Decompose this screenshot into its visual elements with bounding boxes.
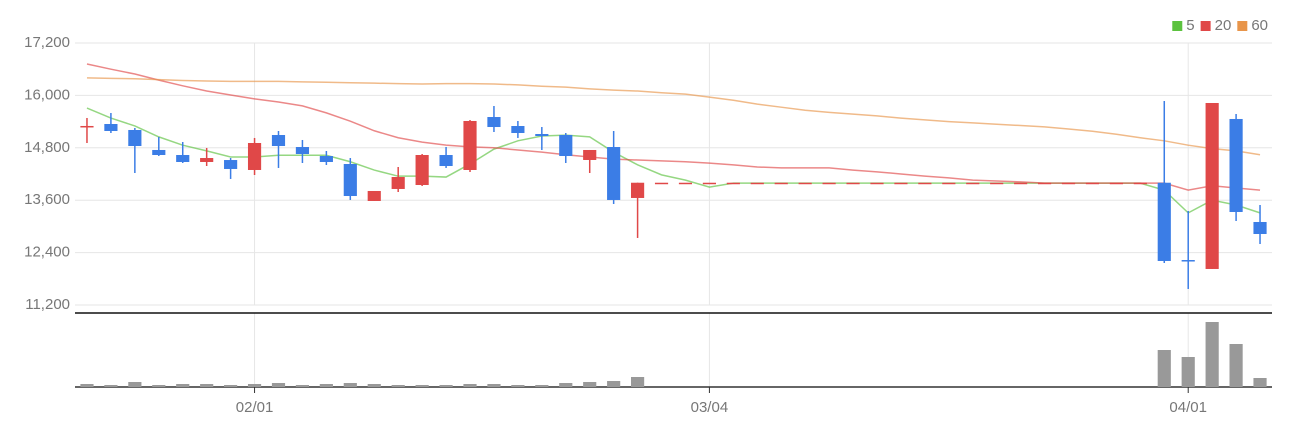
- ma-line: [86, 77, 1261, 156]
- legend-swatch: [1200, 21, 1211, 31]
- candle-body: [1133, 182, 1147, 185]
- legend-label: 5: [1186, 17, 1194, 34]
- x-tick-label: 04/01: [1169, 399, 1207, 416]
- volume-bar: [559, 383, 573, 387]
- candle-body: [559, 135, 573, 157]
- volume-bar: [1157, 350, 1171, 387]
- candle-body: [128, 129, 142, 147]
- volume-bar: [415, 385, 429, 387]
- candle-body: [726, 182, 740, 185]
- candle-body: [1037, 182, 1052, 185]
- volume-bar: [367, 384, 381, 387]
- candle-body: [942, 182, 956, 185]
- candle-body: [750, 182, 764, 185]
- candle-body: [990, 182, 1004, 185]
- candle-body: [870, 182, 884, 185]
- volume-bar: [463, 384, 477, 387]
- legend-swatch: [1237, 21, 1248, 31]
- candle-body: [918, 182, 932, 185]
- candle-body: [535, 134, 549, 137]
- volume-bar: [535, 385, 549, 387]
- candle-body: [511, 126, 525, 133]
- volume-bar: [1181, 357, 1195, 387]
- candle-body: [966, 182, 980, 185]
- candle-body: [846, 182, 860, 185]
- ma-line: [86, 107, 1261, 214]
- y-tick-label: 12,400: [24, 244, 70, 261]
- y-tick-label: 17,200: [24, 34, 70, 51]
- volume-bar: [1253, 378, 1267, 387]
- candle-body: [1061, 182, 1076, 185]
- candle-body: [774, 182, 788, 185]
- volume-bar: [607, 381, 621, 387]
- candle-body: [654, 182, 669, 185]
- candle-body: [487, 117, 501, 128]
- candle-body: [391, 177, 405, 189]
- candle-body: [439, 155, 453, 167]
- volume-bar: [391, 385, 405, 387]
- y-tick-label: 16,000: [24, 86, 70, 103]
- volume-bar: [319, 384, 333, 387]
- candle-body: [224, 160, 238, 169]
- candle-body: [1014, 182, 1028, 185]
- candle-body: [415, 155, 429, 186]
- candle-body: [104, 124, 118, 131]
- candle-body: [607, 147, 621, 200]
- candle-body: [152, 149, 166, 156]
- legend-label: 20: [1215, 17, 1232, 34]
- candle-body: [678, 182, 693, 185]
- volume-bar: [247, 384, 262, 387]
- candle-body: [894, 182, 908, 185]
- candle-body: [343, 164, 357, 197]
- volume-bar: [631, 377, 645, 387]
- x-tick-label: 02/01: [236, 399, 274, 416]
- candle-body: [1085, 182, 1100, 185]
- volume-bar: [104, 385, 118, 387]
- candle-body: [822, 182, 836, 185]
- candle-body: [319, 156, 333, 162]
- volume-bar: [200, 384, 214, 387]
- candle-body: [702, 182, 716, 185]
- candle-body: [1229, 118, 1243, 212]
- candle-body: [463, 120, 477, 170]
- volume-bar: [176, 384, 190, 387]
- legend-label: 60: [1251, 17, 1268, 34]
- candle-body: [1157, 182, 1171, 261]
- volume-bar: [152, 385, 166, 387]
- volume-bar: [1205, 322, 1219, 387]
- volume-bar: [80, 384, 94, 387]
- ma-line: [86, 63, 1261, 191]
- candle-body: [583, 149, 597, 160]
- y-tick-label: 11,200: [25, 296, 70, 313]
- candle-body: [247, 142, 262, 170]
- y-tick-label: 13,600: [24, 191, 70, 208]
- volume-bar: [224, 385, 238, 387]
- candle-body: [295, 147, 310, 155]
- candle-body: [1109, 182, 1123, 185]
- volume-bar: [1229, 344, 1243, 387]
- candle-body: [798, 182, 812, 185]
- candle-body: [176, 155, 190, 162]
- volume-bar: [439, 385, 453, 387]
- volume-bar: [487, 384, 501, 387]
- legend-swatch: [1172, 21, 1183, 31]
- candle-body: [1253, 221, 1267, 234]
- volume-bar: [343, 383, 357, 387]
- volume-bar: [271, 383, 286, 387]
- candle-body: [631, 182, 645, 198]
- candle-body: [80, 125, 94, 128]
- volume-bar: [511, 385, 525, 387]
- candle-body: [1181, 260, 1195, 262]
- y-tick-label: 14,800: [24, 139, 70, 156]
- volume-bar: [128, 382, 142, 387]
- candle-body: [367, 190, 381, 201]
- candle-body: [271, 135, 286, 147]
- volume-bar: [295, 385, 310, 387]
- candle-body: [200, 158, 214, 162]
- candle-body: [1205, 102, 1219, 269]
- x-tick-label: 03/04: [691, 399, 729, 416]
- volume-bar: [583, 382, 597, 387]
